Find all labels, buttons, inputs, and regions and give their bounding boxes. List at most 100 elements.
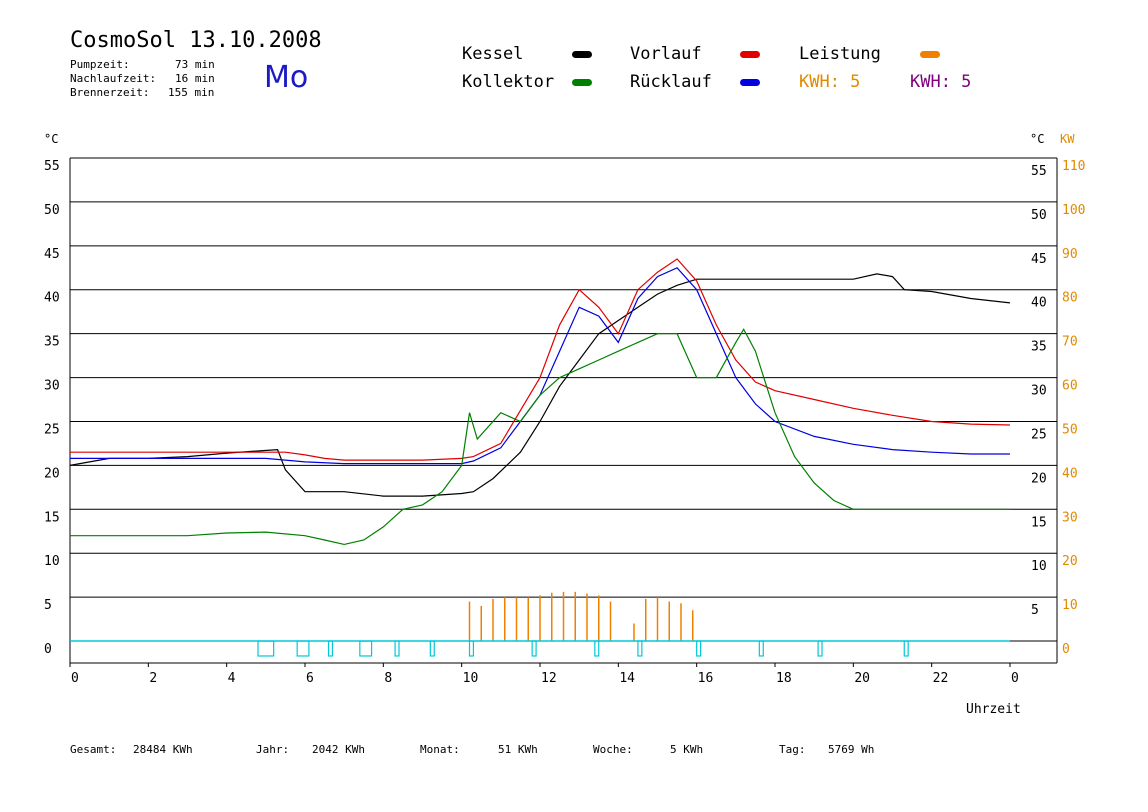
right-axis-power-unit: KW <box>1060 132 1075 146</box>
stat-nachlaufzeit-label: Nachlaufzeit: <box>70 72 157 85</box>
x-tick-label: 12 <box>541 671 557 686</box>
burner-pulse <box>327 640 334 657</box>
burner-pulse <box>637 640 643 657</box>
stat-brennerzeit-label: Brennerzeit: <box>70 86 150 99</box>
y-right-kw-tick-label: 110 <box>1062 159 1085 174</box>
footer-monat-label: Monat: <box>420 743 460 756</box>
burner-pulse <box>296 640 310 657</box>
y-right-temp-tick-label: 35 <box>1031 340 1047 355</box>
y-right-temp-tick-label: 50 <box>1031 208 1047 223</box>
burner-pulse <box>359 640 373 657</box>
stat-pumpzeit-value: 73 min <box>175 58 215 71</box>
legend-leistung-label: Leistung <box>799 44 881 64</box>
stat-nachlaufzeit-value: 16 min <box>175 72 215 85</box>
footer-jahr-label: Jahr: <box>256 743 290 756</box>
y-tick-label: 25 <box>44 422 60 437</box>
x-tick-label: 0 <box>71 671 79 686</box>
burner-pulse <box>696 640 702 657</box>
burner-pulse <box>429 640 435 657</box>
burner-pulse <box>531 640 537 657</box>
y-right-temp-tick-label: 20 <box>1031 471 1047 486</box>
page-title: CosmoSol 13.10.2008 <box>70 28 322 53</box>
x-tick-label: 2 <box>149 671 157 686</box>
x-tick-label: 4 <box>228 671 236 686</box>
legend-kessel-label: Kessel <box>462 44 524 64</box>
y-right-kw-tick-label: 50 <box>1062 422 1078 437</box>
y-tick-label: 20 <box>44 466 60 481</box>
burner-pulse <box>903 640 909 657</box>
x-tick-label: 14 <box>619 671 635 686</box>
legend-ruecklauf-label: Rücklauf <box>630 72 712 92</box>
legend-vorlauf-label: Vorlauf <box>630 44 702 64</box>
legend-ruecklauf-swatch <box>740 79 760 86</box>
series-line-rücklauf <box>70 267 1010 465</box>
y-right-kw-tick-label: 90 <box>1062 247 1078 262</box>
y-right-kw-tick-label: 100 <box>1062 203 1085 218</box>
burner-pulse <box>594 640 600 657</box>
y-right-temp-tick-label: 40 <box>1031 296 1047 311</box>
stat-brennerzeit-value: 155 min <box>168 86 215 99</box>
right-axis-temp-unit: °C <box>1030 132 1045 146</box>
legend-leistung-swatch <box>920 51 940 58</box>
y-right-temp-tick-label: 10 <box>1031 559 1047 574</box>
footer-jahr-value: 2042 KWh <box>312 743 365 756</box>
x-tick-label: 6 <box>306 671 314 686</box>
y-tick-label: 10 <box>44 554 60 569</box>
y-right-kw-tick-label: 30 <box>1062 510 1078 525</box>
footer-gesamt-label: Gesamt: <box>70 743 117 756</box>
footer-woche-value: 5 KWh <box>670 743 704 756</box>
y-right-temp-tick-label: 25 <box>1031 427 1047 442</box>
series-line-vorlauf <box>70 258 1011 461</box>
legend-kwh-orange: KWH: 5 <box>799 72 861 92</box>
burner-intervals <box>70 640 1010 657</box>
legend-kessel-swatch <box>572 51 592 58</box>
series-line-kessel <box>69 273 1011 497</box>
y-right-temp-tick-label: 55 <box>1031 164 1047 179</box>
y-tick-label: 50 <box>44 203 60 218</box>
y-right-kw-tick-label: 60 <box>1062 379 1078 394</box>
axis-ticks: 0510152025303540455055510152025303540455… <box>44 159 1085 686</box>
footer-woche-label: Woche: <box>593 743 633 756</box>
y-right-kw-tick-label: 0 <box>1062 642 1070 657</box>
x-tick-label: 18 <box>776 671 792 686</box>
footer-monat-value: 51 KWh <box>498 743 538 756</box>
x-tick-label: 16 <box>698 671 714 686</box>
x-tick-label: 10 <box>463 671 479 686</box>
x-axis-label: Uhrzeit <box>966 702 1021 717</box>
legend-kwh-purple: KWH: 5 <box>910 72 972 92</box>
x-tick-label: 20 <box>854 671 870 686</box>
grid-lines <box>69 157 1058 664</box>
stat-pumpzeit-label: Pumpzeit: <box>70 58 130 71</box>
series-line-kollektor <box>70 328 1010 546</box>
footer-tag-label: Tag: <box>779 743 806 756</box>
burner-pulse <box>758 640 764 657</box>
weekday-label: Mo <box>264 60 309 95</box>
burner-pulse <box>257 640 275 657</box>
left-axis-unit: °C <box>44 132 59 146</box>
x-tick-label: 0 <box>1011 671 1019 686</box>
y-right-temp-tick-label: 15 <box>1031 515 1047 530</box>
y-tick-label: 55 <box>44 159 60 174</box>
y-tick-label: 40 <box>44 291 60 306</box>
burner-pulse <box>468 640 475 657</box>
y-right-kw-tick-label: 40 <box>1062 466 1078 481</box>
y-right-temp-tick-label: 30 <box>1031 384 1047 399</box>
footer-tag-value: 5769 Wh <box>828 743 875 756</box>
y-right-kw-tick-label: 20 <box>1062 554 1078 569</box>
y-tick-label: 5 <box>44 598 52 613</box>
y-right-temp-tick-label: 45 <box>1031 252 1047 267</box>
y-right-kw-tick-label: 80 <box>1062 291 1078 306</box>
burner-pulse <box>394 640 400 657</box>
y-tick-label: 35 <box>44 335 60 350</box>
x-tick-label: 22 <box>933 671 949 686</box>
legend-vorlauf-swatch <box>740 51 760 58</box>
y-tick-label: 30 <box>44 379 60 394</box>
burner-pulse <box>817 640 823 657</box>
x-tick-label: 8 <box>384 671 392 686</box>
legend-kollektor-swatch <box>572 79 592 86</box>
y-right-temp-tick-label: 5 <box>1031 603 1039 618</box>
y-right-kw-tick-label: 10 <box>1062 598 1078 613</box>
y-tick-label: 45 <box>44 247 60 262</box>
y-tick-label: 15 <box>44 510 60 525</box>
